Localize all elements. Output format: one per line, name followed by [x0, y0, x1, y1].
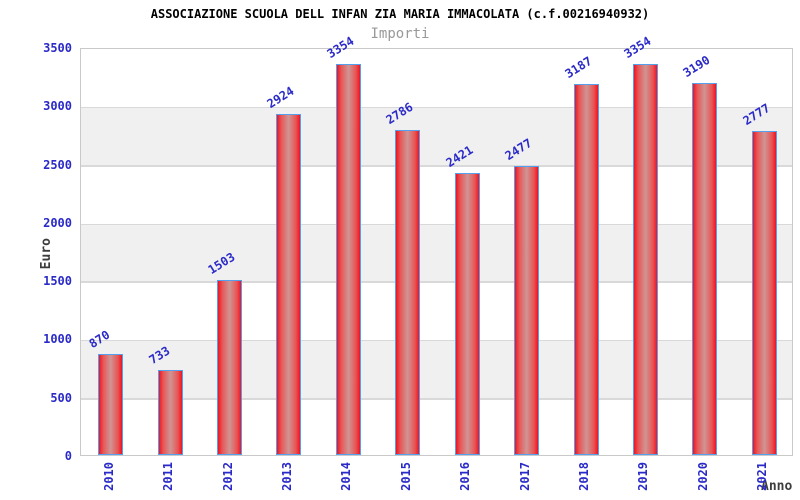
- y-tick-label: 1000: [43, 332, 72, 347]
- bar: [692, 83, 718, 455]
- x-tick-label: 2020: [695, 462, 710, 491]
- x-axis-title: Anno: [761, 479, 793, 494]
- plot-band: [81, 340, 792, 399]
- bar: [395, 130, 421, 455]
- chart-subtitle: Importi: [370, 26, 430, 42]
- y-tick-label: 2500: [43, 157, 72, 172]
- bar: [157, 369, 183, 455]
- bar: [98, 353, 124, 455]
- y-tick-label: 3500: [43, 41, 72, 55]
- y-axis-title: Euro: [39, 238, 54, 270]
- plot-area: 870 733 1503 2924 3354 2786 2421 2477 3187 3354 31…: [80, 34, 793, 456]
- x-tick-label: 2010: [101, 462, 116, 491]
- x-tick-label: 2014: [339, 462, 354, 491]
- x-tick-label: 2011: [161, 462, 176, 491]
- y-tick-label: 1500: [43, 274, 72, 289]
- x-tick-label: 2015: [398, 462, 413, 491]
- x-tick-label: 2019: [636, 462, 651, 491]
- x-tick-label: 2018: [577, 462, 592, 491]
- bar: [276, 114, 302, 455]
- x-tick-label: 2016: [458, 462, 473, 491]
- chart-title: ASSOCIAZIONE SCUOLA DELL INFAN ZIA MARIA…: [150, 7, 650, 21]
- x-tick-label: 2012: [220, 462, 235, 491]
- gridline: [81, 223, 792, 225]
- bar: [454, 172, 480, 455]
- plot-band: [81, 223, 792, 283]
- plot-band: [81, 107, 792, 166]
- gridline: [81, 165, 792, 167]
- bar: [514, 166, 540, 455]
- bar-value-label: 3190: [680, 52, 713, 81]
- y-tick-label: 0: [64, 449, 72, 463]
- gridline: [81, 340, 792, 342]
- y-tick-label: 500: [50, 390, 72, 405]
- x-tick-label: 2021: [755, 462, 770, 491]
- x-tick-label: 2017: [517, 462, 532, 491]
- y-tick-label: 3000: [43, 99, 72, 114]
- bar: [751, 131, 777, 455]
- bar: [335, 64, 361, 455]
- bar: [573, 83, 599, 455]
- bar-value-label: 3187: [562, 53, 595, 81]
- y-tick-label: 2000: [43, 215, 72, 230]
- x-tick-label: 2013: [279, 462, 294, 491]
- gridline: [81, 107, 792, 109]
- gridline: [81, 282, 792, 284]
- bar: [632, 64, 658, 455]
- bar: [217, 279, 243, 455]
- gridline: [81, 398, 792, 400]
